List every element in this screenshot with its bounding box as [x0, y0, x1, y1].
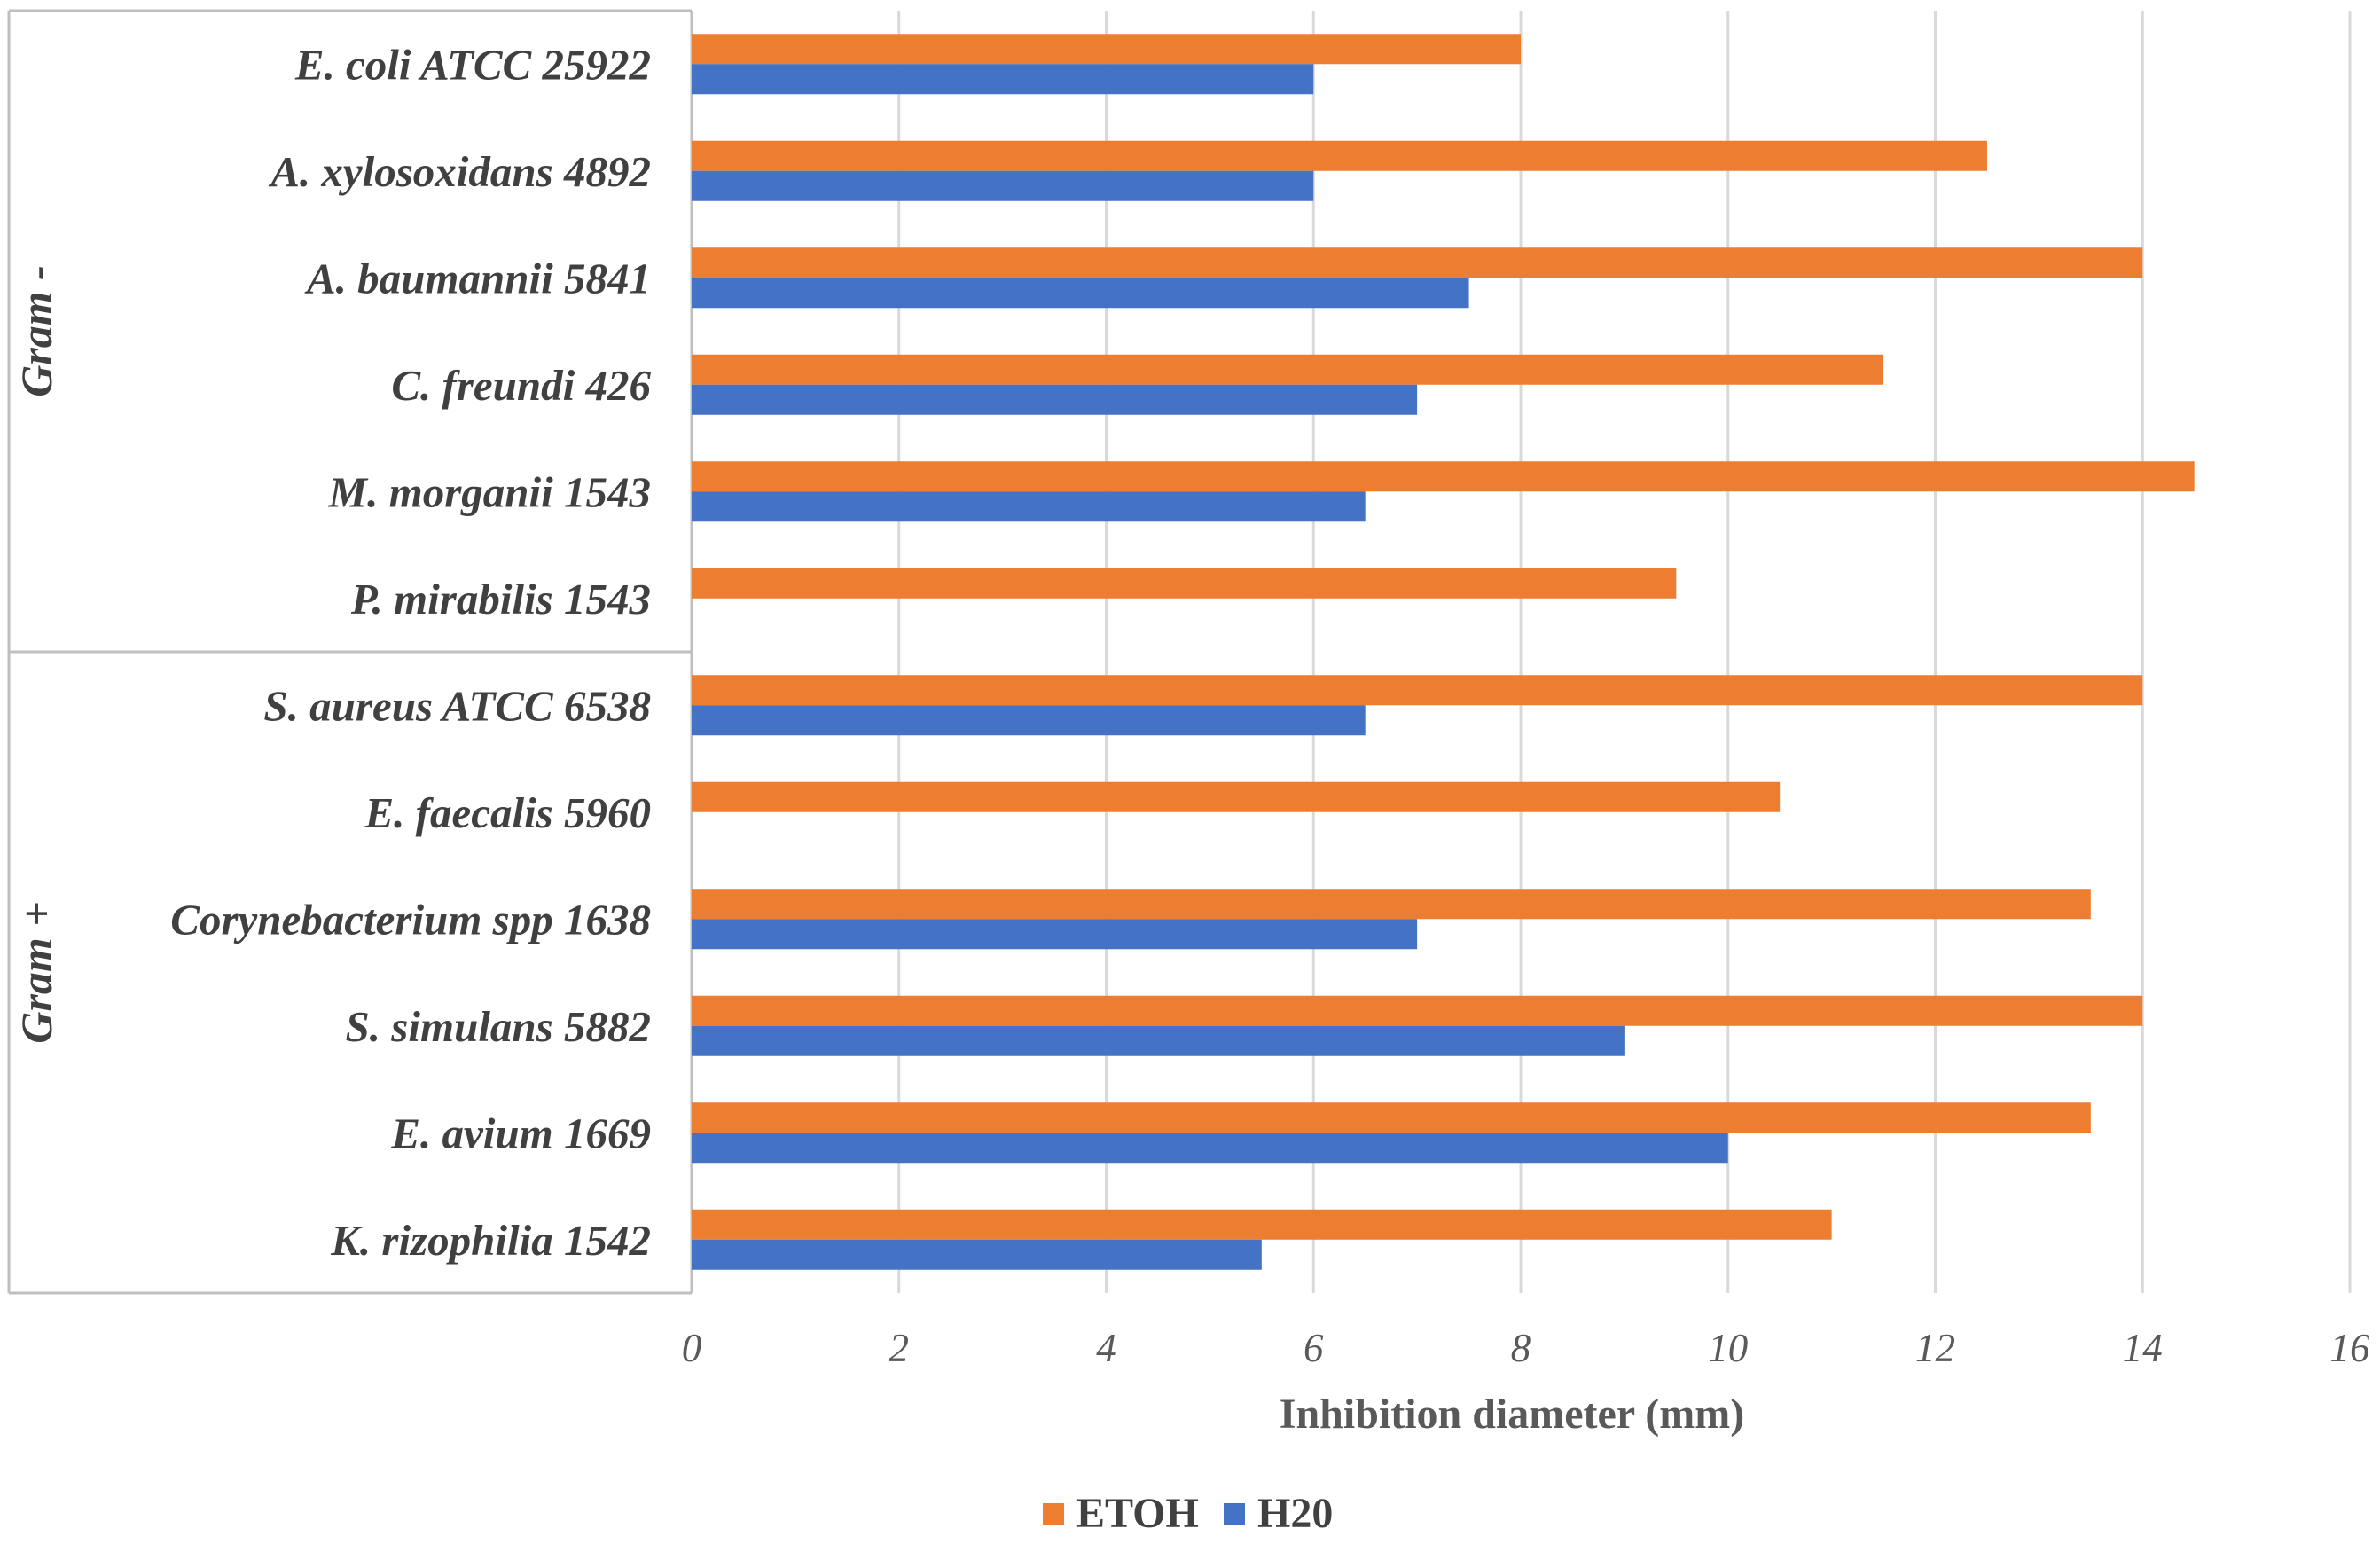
- category-label: E. faecalis 5960: [364, 788, 651, 837]
- legend-swatch-etoh: [1043, 1503, 1064, 1525]
- bar-h20: [692, 919, 1418, 950]
- bar-etoh: [692, 354, 1884, 385]
- bar-h20: [692, 1133, 1728, 1164]
- bar-h20: [692, 384, 1418, 415]
- category-label: P. mirabilis 1543: [350, 575, 651, 623]
- bar-etoh: [692, 140, 1987, 171]
- legend-label-etoh: ETOH: [1076, 1490, 1199, 1537]
- category-label: K. rizophilia 1542: [330, 1216, 651, 1265]
- category-label: E. avium 1669: [390, 1109, 651, 1157]
- legend-swatch-h20: [1224, 1503, 1245, 1525]
- category-label: A. baumannii 5841: [304, 254, 651, 302]
- bar-etoh: [692, 995, 2143, 1026]
- grid-layer: [897, 11, 2352, 1293]
- bar-etoh: [692, 675, 2143, 706]
- category-label: C. freundi 426: [391, 361, 651, 410]
- legend: ETOH H20: [1043, 1490, 1333, 1537]
- bar-h20: [692, 170, 1314, 201]
- x-tick-label: 8: [1511, 1326, 1531, 1370]
- legend-label-h20: H20: [1257, 1490, 1333, 1537]
- bar-h20: [692, 1239, 1262, 1270]
- category-axis-frame: [7, 9, 693, 1295]
- category-label: S. aureus ATCC 6538: [263, 681, 651, 730]
- category-label: S. simulans 5882: [346, 1002, 651, 1051]
- bar-h20: [692, 278, 1469, 309]
- x-tick-label: 14: [2123, 1326, 2163, 1370]
- x-axis-title: Inhibition diameter (mm): [1280, 1391, 1744, 1438]
- x-tick-label: 2: [889, 1326, 910, 1370]
- bar-h20: [692, 64, 1314, 95]
- x-tick-label: 12: [1915, 1326, 1955, 1370]
- bar-etoh: [692, 889, 2091, 920]
- bar-h20: [692, 705, 1366, 736]
- x-tick-labels: 0 2 4 6 8 10 12 14 16: [682, 1326, 2370, 1370]
- x-tick-label: 4: [1096, 1326, 1116, 1370]
- category-label: A. xylosoxidans 4892: [268, 147, 651, 196]
- group-label: Gram -: [12, 265, 61, 397]
- bar-etoh: [692, 247, 2143, 278]
- bar-etoh: [692, 34, 1521, 65]
- x-tick-label: 16: [2330, 1326, 2371, 1370]
- bar-h20: [692, 491, 1366, 522]
- bar-etoh: [692, 461, 2195, 492]
- category-label: Corynebacterium spp 1638: [170, 895, 651, 944]
- bar-h20: [692, 1025, 1625, 1056]
- x-tick-label: 0: [682, 1326, 702, 1370]
- group-labels: Gram - Gram +: [12, 265, 61, 1044]
- group-label: Gram +: [12, 901, 61, 1043]
- category-labels: E. coli ATCC 25922 A. xylosoxidans 4892 A.…: [170, 40, 651, 1265]
- category-label: M. morganii 1543: [328, 467, 651, 516]
- bar-etoh: [692, 781, 1781, 812]
- x-tick-label: 10: [1708, 1326, 1748, 1370]
- bar-etoh: [692, 1102, 2091, 1133]
- category-label: E. coli ATCC 25922: [294, 40, 651, 89]
- bar-etoh: [692, 568, 1677, 599]
- x-tick-label: 6: [1304, 1326, 1324, 1370]
- bar-etoh: [692, 1209, 1832, 1240]
- bar-layer: [692, 34, 2195, 1270]
